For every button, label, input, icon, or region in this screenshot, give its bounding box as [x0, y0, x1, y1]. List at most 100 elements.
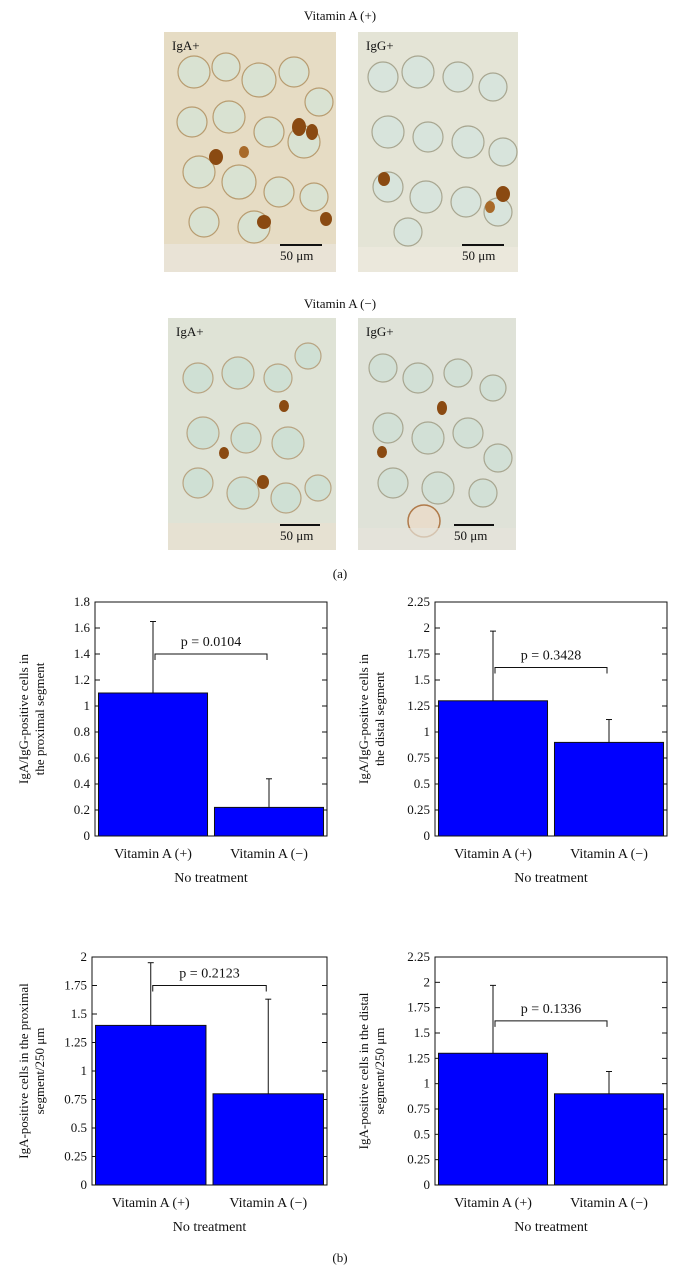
y-tick-label: 0.6 — [74, 750, 91, 765]
bar — [553, 741, 665, 837]
y-axis-label-line: segment/250 μm — [372, 1028, 387, 1115]
x-axis-label: No treatment — [173, 1220, 247, 1235]
y-tick-label: 1.4 — [74, 646, 91, 661]
chart-distal-count: 0 0.25 0.5 0.75 1 1.25 1.5 1.75 2 2.25 Vitamin A (… — [340, 945, 680, 1245]
scale-label: 50 μm — [462, 248, 496, 263]
x-tick-label: Vitamin A (+) — [454, 1196, 532, 1211]
p-value-annotation: p = 0.2123 — [179, 967, 239, 982]
y-tick-label: 1 — [84, 698, 91, 713]
x-axis-label: No treatment — [514, 1220, 588, 1235]
y-tick-label: 0.5 — [414, 1126, 430, 1141]
y-tick-label: 1.25 — [64, 1035, 87, 1050]
scale-label: 50 μm — [454, 528, 488, 543]
bar — [95, 1024, 207, 1186]
y-tick-label: 1.2 — [74, 672, 90, 687]
y-tick-label: 1.25 — [407, 698, 430, 713]
y-tick-label: 1.75 — [407, 1000, 430, 1015]
y-axis-label-line: segment/250 μm — [32, 1028, 47, 1115]
bar — [212, 1093, 324, 1186]
chart-proximal-ratio: 0 0.2 0.4 0.6 0.8 1 1.2 1.4 1.6 1.8 Vitamin A (+) V… — [0, 590, 340, 890]
x-tick-label: Vitamin A (−) — [570, 1196, 648, 1211]
y-tick-label: 1.8 — [74, 594, 90, 609]
micrograph-vitA-minus-IgA: IgA+ 50 μm — [168, 318, 336, 550]
y-tick-label: 0.2 — [74, 802, 90, 817]
x-tick-label: Vitamin A (+) — [112, 1196, 190, 1211]
plot-frame — [434, 956, 668, 1186]
scale-bar — [280, 524, 320, 526]
chart-svg: 0 0.25 0.5 0.75 1 1.25 1.5 1.75 2 2.25 Vitamin A (… — [356, 949, 668, 1235]
scale-label: 50 μm — [280, 528, 314, 543]
chart-proximal-count: 0 0.25 0.5 0.75 1 1.25 1.5 1.75 2 Vitamin A (+) Vi… — [0, 945, 340, 1245]
x-axis-label: No treatment — [514, 871, 588, 886]
y-tick-label: 1.75 — [64, 978, 87, 993]
vitamin-a-plus-title: Vitamin A (+) — [303, 8, 377, 23]
bar — [437, 1052, 549, 1186]
p-value-annotation: p = 0.1336 — [521, 1002, 581, 1017]
y-tick-label: 2 — [424, 974, 431, 989]
x-axis-label: No treatment — [174, 871, 248, 886]
y-axis-label-line: IgA-positive cells in the proximal — [16, 983, 31, 1159]
x-tick-label: Vitamin A (+) — [114, 847, 192, 862]
y-tick-label: 0.8 — [74, 724, 90, 739]
y-axis-label-line: IgA-positive cells in the distal — [356, 992, 371, 1149]
y-tick-label: 0.4 — [74, 776, 91, 791]
x-tick-label: Vitamin A (−) — [229, 1196, 307, 1211]
y-axis-label: IgA/IgG-positive cells inthe distal segm… — [356, 654, 387, 784]
y-tick-label: 1 — [424, 1076, 431, 1091]
y-tick-label: 1 — [424, 724, 431, 739]
micrograph-vitA-minus-IgG: IgG+ 50 μm — [358, 318, 516, 550]
y-tick-label: 0.75 — [64, 1092, 87, 1107]
micrograph-vitA-plus-IgG: IgG+ 50 μm — [358, 32, 518, 272]
y-tick-label: 0 — [81, 1177, 88, 1192]
y-tick-label: 0 — [424, 1177, 431, 1192]
y-tick-label: 2 — [81, 949, 88, 964]
micrograph-label: IgG+ — [366, 324, 394, 339]
chart-svg: 0 0.2 0.4 0.6 0.8 1 1.2 1.4 1.6 1.8 Vitamin A (+) V… — [16, 594, 328, 886]
vitamin-a-minus-title: Vitamin A (−) — [303, 296, 377, 311]
micrograph-label: IgA+ — [172, 38, 200, 53]
x-tick-label: Vitamin A (+) — [454, 847, 532, 862]
y-axis-label: IgA-positive cells in the proximalsegmen… — [16, 983, 47, 1159]
chart-svg: 0 0.25 0.5 0.75 1 1.25 1.5 1.75 2 Vitamin A (+) Vi… — [16, 949, 328, 1235]
micrograph-label: IgA+ — [176, 324, 204, 339]
significance-bracket — [494, 1020, 608, 1027]
y-tick-label: 0 — [84, 828, 91, 843]
p-value-annotation: p = 0.3428 — [521, 649, 581, 664]
y-tick-label: 0 — [424, 828, 431, 843]
y-axis-label-line: IgA/IgG-positive cells in — [356, 654, 371, 784]
scale-bar — [462, 244, 504, 246]
x-tick-label: Vitamin A (−) — [230, 847, 308, 862]
chart-svg: 0 0.25 0.5 0.75 1 1.25 1.5 1.75 2 2.25 Vitamin A (… — [356, 594, 668, 886]
chart-distal-ratio: 0 0.25 0.5 0.75 1 1.25 1.5 1.75 2 2.25 Vitamin A (… — [340, 590, 680, 890]
y-tick-label: 0.75 — [407, 750, 430, 765]
p-value-annotation: p = 0.0104 — [181, 635, 241, 650]
scale-label: 50 μm — [280, 248, 314, 263]
y-tick-label: 1.5 — [414, 1025, 430, 1040]
y-tick-label: 1.25 — [407, 1050, 430, 1065]
micrograph-label: IgG+ — [366, 38, 394, 53]
bar — [437, 700, 549, 837]
y-tick-label: 0.75 — [407, 1101, 430, 1116]
y-tick-label: 0.25 — [407, 1152, 430, 1167]
panel-b-label: (b) — [332, 1250, 348, 1265]
y-axis-label: IgA/IgG-positive cells inthe proximal se… — [16, 654, 47, 784]
significance-bracket — [154, 653, 268, 660]
scale-bar — [454, 524, 494, 526]
plot-frame — [94, 601, 328, 837]
y-tick-label: 0.5 — [71, 1120, 87, 1135]
x-tick-label: Vitamin A (−) — [570, 847, 648, 862]
y-tick-label: 2.25 — [407, 594, 430, 609]
bar — [553, 1093, 665, 1186]
y-tick-label: 1.5 — [71, 1006, 87, 1021]
significance-bracket — [494, 667, 608, 674]
y-axis-label-line: the proximal segment — [32, 662, 47, 775]
y-tick-label: 2.25 — [407, 949, 430, 964]
bar — [97, 692, 209, 837]
y-axis-label: IgA-positive cells in the distalsegment/… — [356, 992, 387, 1149]
plot-frame — [434, 601, 668, 837]
y-axis-label-line: IgA/IgG-positive cells in — [16, 654, 31, 784]
y-axis-label-line: the distal segment — [372, 672, 387, 766]
y-tick-label: 0.25 — [64, 1149, 87, 1164]
panel-a-label: (a) — [332, 566, 348, 581]
y-tick-label: 1.6 — [74, 620, 91, 635]
